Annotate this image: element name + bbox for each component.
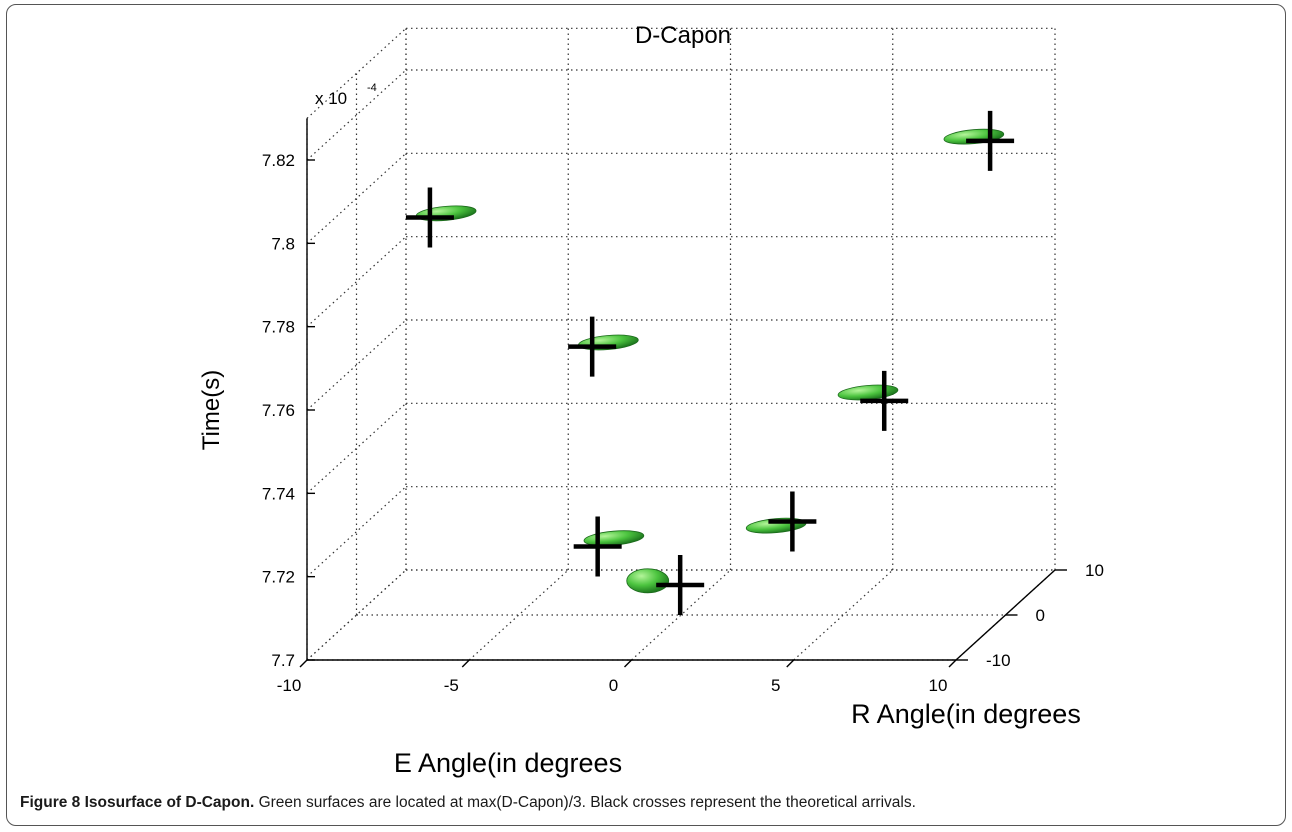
x-tick-label: 10 xyxy=(929,676,948,695)
figure-frame xyxy=(6,4,1286,826)
z-tick-label: 7.76 xyxy=(262,401,295,420)
x-tick-label: -5 xyxy=(444,676,459,695)
z-tick-label: 7.72 xyxy=(262,568,295,587)
x-tick-mark xyxy=(624,659,632,668)
axes xyxy=(299,118,1067,668)
z-exponent-base: x 10 xyxy=(315,89,347,108)
x-axis-label: E Angle(in degrees xyxy=(394,748,622,778)
x-tick-mark xyxy=(461,659,470,668)
grid-floor-x xyxy=(631,569,731,661)
grid-left-horizontal xyxy=(306,402,407,494)
z-exponent-power: -4 xyxy=(367,82,377,94)
grid-floor-x xyxy=(793,569,894,661)
x-tick-label: 5 xyxy=(771,676,780,695)
x-tick-label: 0 xyxy=(609,676,618,695)
x-tick-label: -10 xyxy=(277,676,302,695)
x-tick-mark xyxy=(948,659,957,668)
z-tick-label: 7.74 xyxy=(262,484,295,503)
z-tick-label: 7.7 xyxy=(271,651,295,670)
z-tick-label: 7.8 xyxy=(271,234,295,253)
z-tick-label: 7.82 xyxy=(262,151,295,170)
tick-labels: -10 -5 0 5 10 -10 0 10 7.7 7.72 7.74 7.76 7.78 7.8 7.8… xyxy=(262,151,1104,695)
caption-text: Green surfaces are located at max(D-Capo… xyxy=(254,794,916,811)
grid-left-top xyxy=(306,27,407,119)
y-tick-label: 10 xyxy=(1085,561,1104,580)
figure-caption: Figure 8 Isosurface of D-Capon. Green su… xyxy=(20,794,916,812)
z-exponent-label: x 10 xyxy=(315,89,347,108)
isosurface-ellipsoid xyxy=(626,568,670,594)
z-tick-label: 7.78 xyxy=(262,318,295,337)
data-marks xyxy=(405,110,1015,615)
x-tick-mark xyxy=(299,659,308,668)
y-tick-label: -10 xyxy=(986,651,1011,670)
grid-left-horizontal xyxy=(306,319,407,411)
isosurface-plot: -10 -5 0 5 10 -10 0 10 7.7 7.72 7.74 7.76 7.78 7.8 7.8… xyxy=(198,22,1104,778)
grid-floor-x xyxy=(468,569,569,661)
x-tick-mark xyxy=(786,659,795,668)
isosurface-ellipsoid xyxy=(943,128,1005,145)
chart-title: D-Capon xyxy=(635,22,731,49)
y-tick-label: 0 xyxy=(1036,606,1045,625)
grid-left-horizontal xyxy=(306,152,407,244)
grid-left-horizontal xyxy=(306,69,407,161)
isosurface-ellipsoid xyxy=(415,205,477,222)
grid-floor-x xyxy=(306,569,407,661)
grid-left-horizontal xyxy=(306,236,407,328)
caption-label: Figure 8 Isosurface of D-Capon. xyxy=(20,794,255,811)
y-axis-label: R Angle(in degrees xyxy=(851,699,1081,729)
isosurface-ellipsoid xyxy=(578,334,639,351)
isosurface-ellipsoid xyxy=(745,517,807,534)
grid-left-horizontal xyxy=(306,486,407,578)
z-axis-label: Time(s) xyxy=(198,370,225,450)
